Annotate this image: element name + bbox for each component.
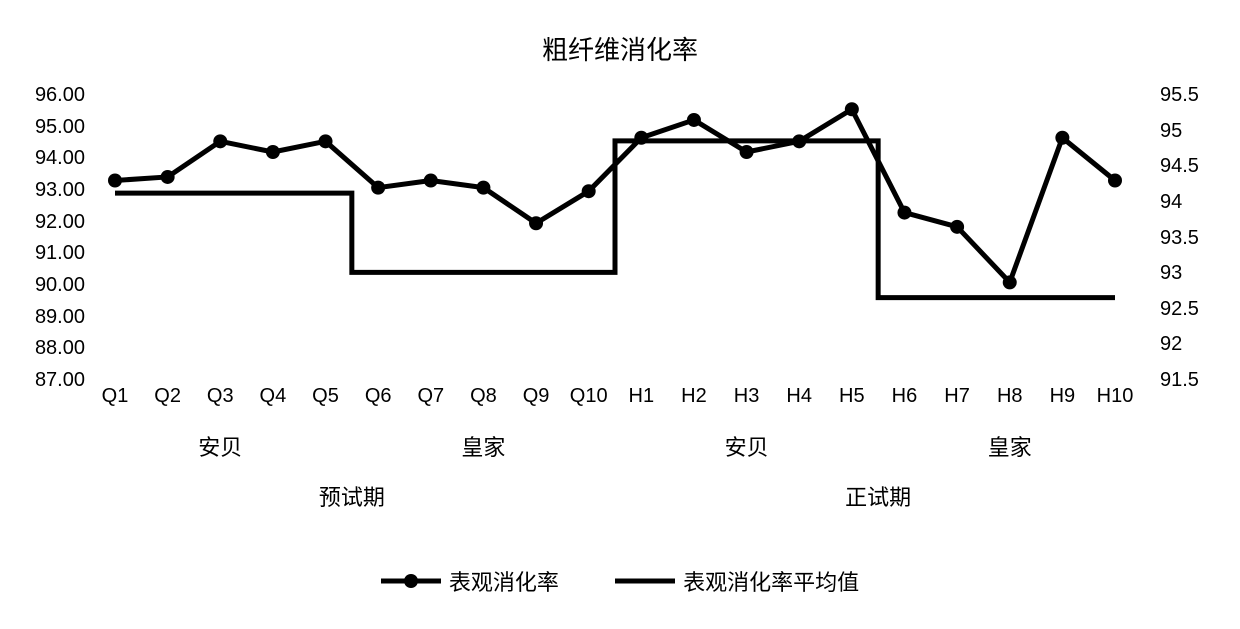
- x-group-label: 安贝: [198, 430, 242, 462]
- legend-swatch-line: [615, 569, 675, 593]
- y-right-tick-label: 92.5: [1160, 299, 1220, 319]
- series-marker: [213, 134, 227, 148]
- series-marker: [687, 113, 701, 127]
- series-marker: [845, 102, 859, 116]
- x-tick-label: Q9: [523, 385, 550, 408]
- x-tick-label: Q4: [260, 385, 287, 408]
- y-left-tick-label: 87.00: [20, 370, 85, 390]
- series-marker: [424, 174, 438, 188]
- x-tick-label: Q2: [154, 385, 181, 408]
- series-line-average: [115, 141, 1115, 298]
- y-left-tick-label: 91.00: [20, 243, 85, 263]
- legend-item-series-markers: 表观消化率: [381, 565, 559, 597]
- y-left-tick-label: 88.00: [20, 338, 85, 358]
- y-right-tick-label: 93: [1160, 263, 1220, 283]
- x-tick-label: Q8: [470, 385, 497, 408]
- legend: 表观消化率 表观消化率平均值: [0, 565, 1240, 599]
- legend-label-0: 表观消化率: [449, 565, 559, 597]
- x-tick-label: H1: [629, 385, 655, 408]
- series-marker: [371, 181, 385, 195]
- x-tick-label: Q5: [312, 385, 339, 408]
- x-tick-label: H10: [1097, 385, 1134, 408]
- plot-svg: [90, 95, 1140, 380]
- y-left-tick-label: 90.00: [20, 275, 85, 295]
- series-marker: [740, 145, 754, 159]
- y-left-tick-label: 93.00: [20, 180, 85, 200]
- y-right-tick-label: 95.5: [1160, 85, 1220, 105]
- legend-label-1: 表观消化率平均值: [683, 565, 859, 597]
- y-right-tick-label: 92: [1160, 334, 1220, 354]
- x-tick-label: Q6: [365, 385, 392, 408]
- x-tick-label: H8: [997, 385, 1023, 408]
- x-tick-label: Q1: [102, 385, 129, 408]
- x-tick-label: H6: [892, 385, 918, 408]
- series-marker: [108, 174, 122, 188]
- series-marker: [161, 170, 175, 184]
- chart-title: 粗纤维消化率: [0, 30, 1240, 67]
- x-tick-label: Q7: [417, 385, 444, 408]
- series-marker: [897, 206, 911, 220]
- x-tick-label: H4: [786, 385, 812, 408]
- chart-container: 粗纤维消化率 87.00 88.00 89.00 90.00 91.00 92.00 93.…: [0, 0, 1240, 629]
- x-tick-label: H3: [734, 385, 760, 408]
- y-left-tick-label: 96.00: [20, 85, 85, 105]
- series-marker: [476, 181, 490, 195]
- x-tick-label: Q10: [570, 385, 608, 408]
- series-marker: [266, 145, 280, 159]
- x-tick-label: Q3: [207, 385, 234, 408]
- series-marker: [1003, 275, 1017, 289]
- y-right-tick-label: 94.5: [1160, 156, 1220, 176]
- y-right-tick-label: 94: [1160, 192, 1220, 212]
- y-left-tick-label: 95.00: [20, 117, 85, 137]
- y-left-tick-label: 92.00: [20, 212, 85, 232]
- x-group-label: 皇家: [988, 430, 1032, 462]
- x-tick-label: H5: [839, 385, 865, 408]
- x-period-label: 正试期: [845, 480, 911, 512]
- x-period-label: 预试期: [319, 480, 385, 512]
- x-tick-label: H7: [944, 385, 970, 408]
- series-marker: [1108, 174, 1122, 188]
- series-marker: [582, 184, 596, 198]
- series-marker: [529, 216, 543, 230]
- plot-area: [90, 95, 1140, 380]
- y-left-tick-label: 94.00: [20, 148, 85, 168]
- x-tick-label: H9: [1050, 385, 1076, 408]
- series-marker: [319, 134, 333, 148]
- y-left-tick-label: 89.00: [20, 307, 85, 327]
- y-right-tick-label: 91.5: [1160, 370, 1220, 390]
- series-marker: [1055, 131, 1069, 145]
- y-right-tick-label: 95: [1160, 121, 1220, 141]
- y-right-tick-label: 93.5: [1160, 228, 1220, 248]
- legend-item-series-line: 表观消化率平均值: [615, 565, 859, 597]
- x-tick-label: H2: [681, 385, 707, 408]
- legend-swatch-marker: [381, 569, 441, 593]
- x-group-label: 安贝: [725, 430, 769, 462]
- series-marker: [950, 220, 964, 234]
- x-group-label: 皇家: [461, 430, 505, 462]
